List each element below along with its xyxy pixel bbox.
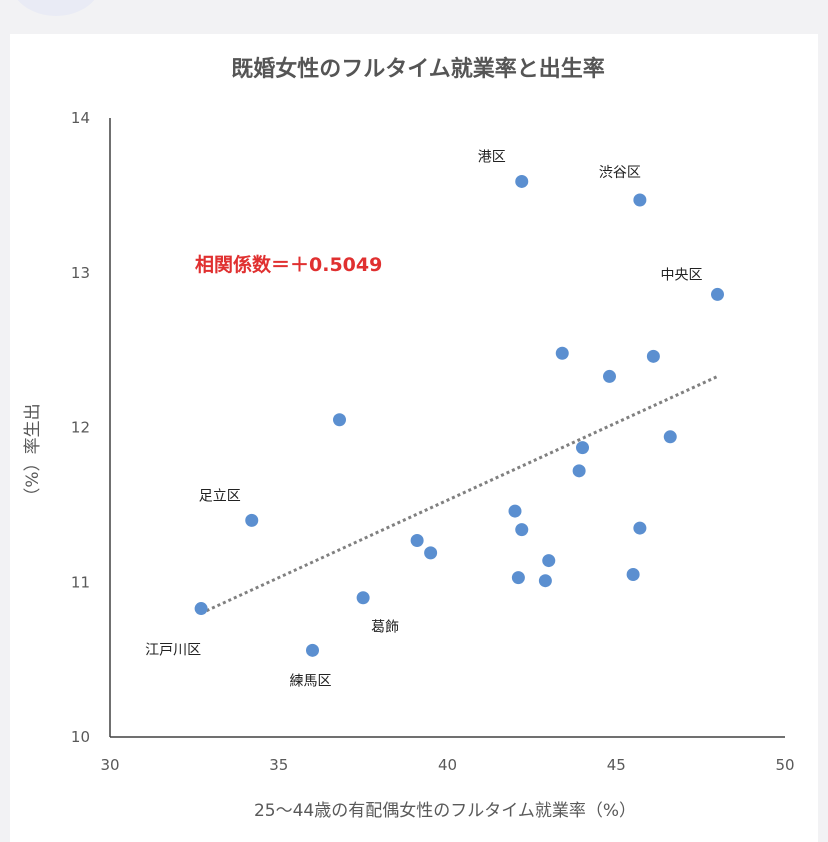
data-point (424, 546, 438, 560)
x-tick-label: 40 (438, 756, 457, 774)
data-point (245, 513, 259, 527)
chart-title: 既婚女性のフルタイム就業率と出生率 (231, 56, 605, 82)
y-tick-label: 11 (71, 573, 90, 591)
x-tick-label: 50 (775, 756, 794, 774)
data-point (515, 523, 529, 537)
data-point (515, 174, 529, 188)
data-point (711, 287, 724, 301)
data-point (508, 504, 522, 518)
data-point-label: 江戸川区 (145, 643, 201, 659)
data-point (410, 533, 424, 547)
data-point (663, 430, 677, 444)
data-point-label: 渋谷区 (599, 165, 641, 181)
y-tick-label: 10 (71, 728, 90, 746)
correlation-annotation: 相関係数＝＋0.5049 (195, 253, 382, 276)
data-point (576, 441, 589, 455)
data-point (511, 571, 525, 585)
data-point-label: 港区 (478, 149, 506, 165)
y-tick-label: 14 (71, 109, 90, 127)
x-axis-label: 25〜44歳の有配偶女性のフルタイム就業率（%） (254, 801, 636, 821)
data-point-label: 練馬区 (290, 673, 332, 689)
data-point-label: 足立区 (199, 488, 241, 504)
header-decoration-circle (10, 0, 102, 16)
chart-card: 既婚女性のフルタイム就業率と出生率 30 35 40 45 50 10 11 12 13 14 … (10, 34, 818, 842)
x-tick-label: 30 (100, 756, 119, 774)
data-point (194, 602, 208, 616)
data-point (626, 568, 640, 582)
trend-line (200, 375, 719, 615)
data-point (633, 193, 647, 207)
y-axis-label: （%）率生出 (23, 403, 43, 504)
data-point-label: 中央区 (661, 267, 703, 283)
y-tick-label: 12 (71, 419, 90, 437)
scatter-chart: 既婚女性のフルタイム就業率と出生率 30 35 40 45 50 1011121314 … (23, 56, 795, 821)
data-point (356, 591, 370, 605)
data-point (646, 349, 660, 363)
data-point (538, 574, 552, 588)
y-tick-label: 13 (71, 264, 90, 282)
data-point (603, 369, 616, 383)
x-tick-label: 45 (607, 756, 626, 774)
data-point (555, 346, 569, 360)
data-point (572, 464, 586, 478)
x-tick-label: 35 (269, 756, 288, 774)
data-point (333, 413, 346, 427)
data-point (542, 554, 556, 568)
data-point-label: 葛飾 (371, 620, 399, 636)
data-point (633, 521, 647, 535)
data-point (306, 643, 319, 657)
